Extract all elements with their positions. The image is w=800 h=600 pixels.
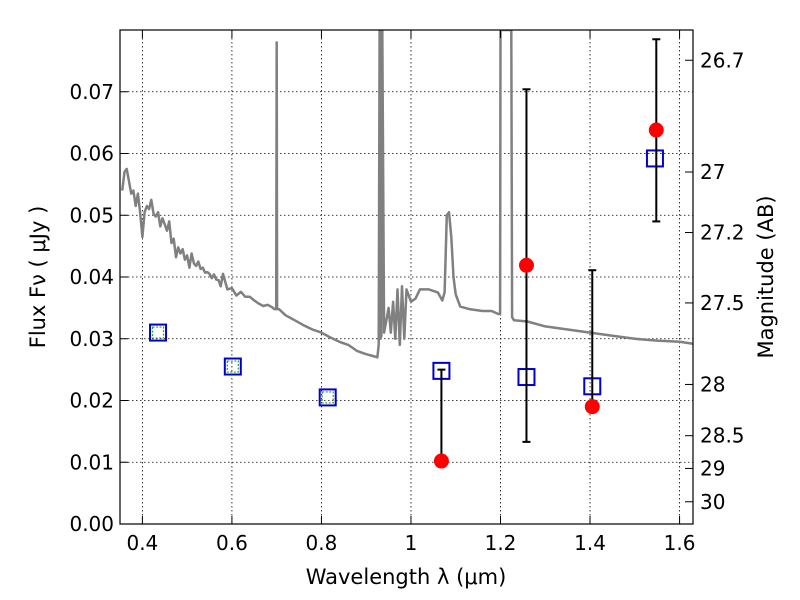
x-tick-label: 0.8 [306,531,338,555]
observed-flux-point [518,257,534,273]
y-tick-label: 0.04 [69,265,114,289]
observed-flux-point [433,453,449,469]
model-flux-square [149,323,168,342]
y2-tick-label: 26.7 [700,48,745,72]
y2-tick-label: 27.5 [700,291,745,315]
x-tick-label: 1 [405,531,418,555]
model-flux-square [645,149,664,168]
data-layer [120,30,693,469]
y2-tick-label: 29 [700,456,725,480]
x-tick-label: 1.6 [664,531,696,555]
plot-background [120,30,693,524]
y-tick-label: 0.02 [69,389,114,413]
y-tick-label: 0.06 [69,142,114,166]
y-tick-label: 0.00 [69,512,114,536]
band-flux-square [321,391,334,404]
band-flux-square [226,360,239,373]
band-flux-square [151,326,165,339]
observed-flux-point [648,122,664,138]
y2-tick-label: 28.5 [700,424,745,448]
model-flux-square [318,388,337,407]
observed-flux-point [584,399,600,415]
x-tick-label: 1.4 [574,531,606,555]
y-tick-label: 0.07 [69,80,114,104]
y2-tick-label: 27.2 [700,221,745,245]
ticks: 0.4 0.6 0.8 1 1.2 1.4 1.6 0.00 0.01 0.02 0.03 0.04 0… [69,30,745,555]
y-tick-label: 0.01 [69,450,114,474]
model-flux-square [223,357,242,376]
x-axis-label: Wavelength λ (μm) [306,565,507,589]
y2-axis-label: Magnitude (AB) [754,195,778,358]
y2-tick-label: 28 [700,372,725,396]
x-tick-label: 0.4 [126,531,158,555]
x-tick-label: 0.6 [216,531,248,555]
y-axis-label: Flux Fν ( μJy ) [26,206,50,349]
y-tick-label: 0.03 [69,327,114,351]
clipped-data [120,30,693,359]
x-tick-label: 1.2 [485,531,517,555]
model-spectrum-line [120,30,693,359]
y2-tick-label: 30 [700,490,725,514]
y2-tick-label: 27 [700,160,725,184]
y-tick-label: 0.05 [69,203,114,227]
